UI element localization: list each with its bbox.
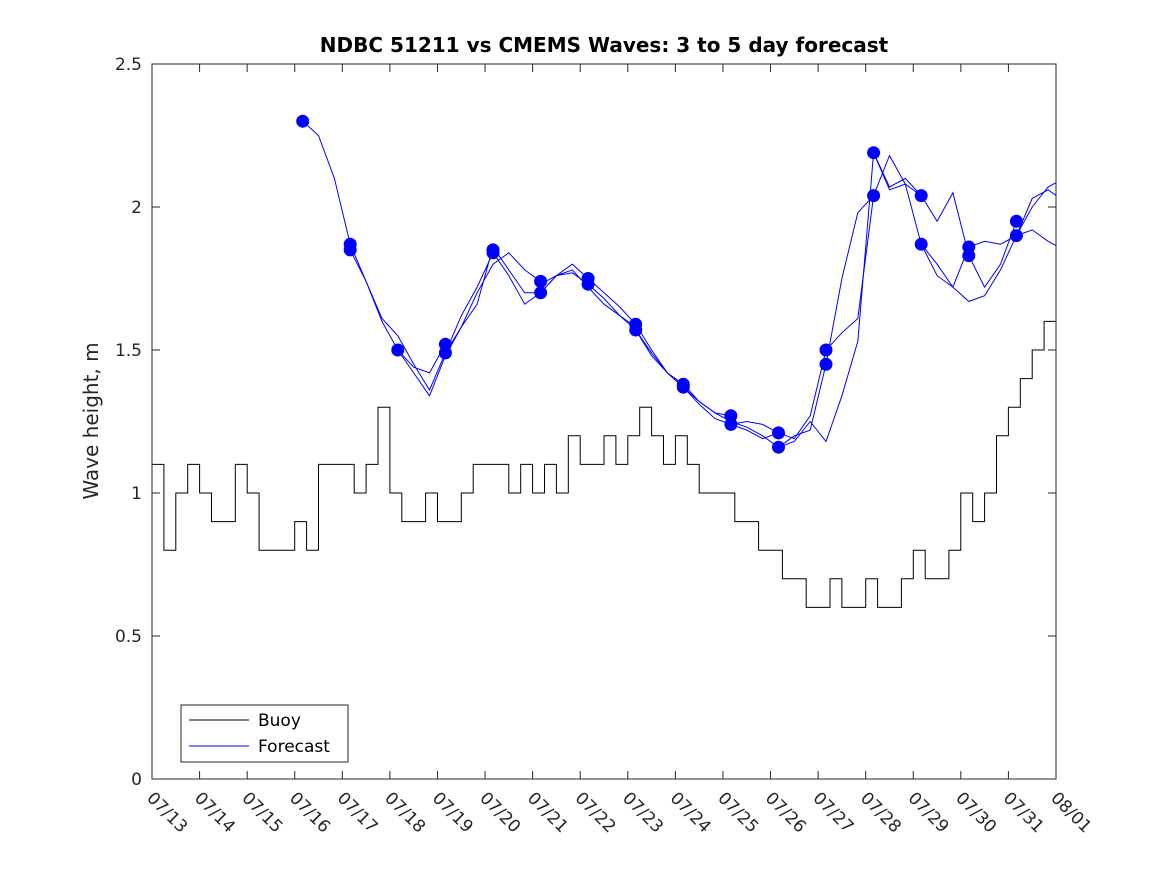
forecast-start-marker: [867, 189, 881, 203]
forecast-start-marker: [724, 417, 738, 431]
legend: Buoy Forecast: [180, 704, 349, 763]
forecast-start-marker: [486, 246, 500, 260]
series-line-forecast-run: [682, 364, 827, 448]
forecast-start-marker: [1009, 229, 1023, 243]
y-tick-label: 2: [131, 198, 142, 218]
series-line-forecast-run: [920, 189, 1056, 302]
plot-area: [152, 64, 1056, 779]
series-line-buoy: [152, 320, 1056, 608]
series-line-forecast-run: [635, 329, 779, 440]
forecast-start-marker: [772, 440, 785, 454]
forecast-start-marker: [867, 146, 881, 160]
series-line-forecast-run: [825, 154, 970, 365]
forecast-start-marker: [296, 114, 310, 128]
series-line-forecast-run: [778, 152, 922, 448]
forecast-start-marker: [534, 274, 548, 288]
y-tick-label: 0.5: [115, 627, 142, 647]
y-tick-label: 2.5: [115, 55, 142, 75]
forecast-start-marker: [343, 243, 357, 257]
chart-title: NDBC 51211 vs CMEMS Waves: 3 to 5 day fo…: [320, 33, 889, 57]
forecast-start-marker: [914, 237, 928, 251]
y-tick-label: 0: [131, 770, 142, 790]
series-line-forecast-run: [397, 252, 541, 397]
forecast-start-marker: [819, 343, 833, 357]
y-axis-label: Wave height, m: [79, 342, 103, 499]
forecast-start-marker: [819, 357, 833, 371]
forecast-start-marker: [438, 346, 452, 360]
series-line-forecast-run: [873, 152, 1017, 289]
series-line-forecast-run: [492, 252, 636, 328]
series-line-forecast-run: [1016, 229, 1056, 247]
forecast-start-marker: [629, 323, 643, 337]
forecast-start-marker: [962, 249, 976, 263]
legend-label-buoy: Buoy: [258, 711, 301, 731]
series-line-forecast-run: [302, 120, 446, 374]
series-line-forecast-run: [540, 272, 684, 388]
axes-box: [151, 63, 1057, 780]
forecast-start-marker: [1009, 214, 1023, 228]
series-line-forecast-run: [444, 245, 589, 354]
y-tick-label: 1: [131, 484, 142, 504]
series-line-forecast-run: [349, 249, 494, 392]
legend-box: [180, 704, 349, 763]
forecast-start-marker: [581, 277, 595, 291]
forecast-start-marker: [772, 426, 785, 440]
legend-label-forecast: Forecast: [258, 737, 330, 757]
forecast-start-marker: [534, 286, 548, 300]
forecast-start-marker: [914, 189, 928, 203]
forecast-start-marker: [676, 380, 690, 394]
forecast-start-marker: [391, 343, 405, 357]
y-tick-label: 1.5: [115, 341, 142, 361]
series-line-forecast-run: [730, 195, 875, 440]
plot-layer: [152, 114, 1056, 608]
